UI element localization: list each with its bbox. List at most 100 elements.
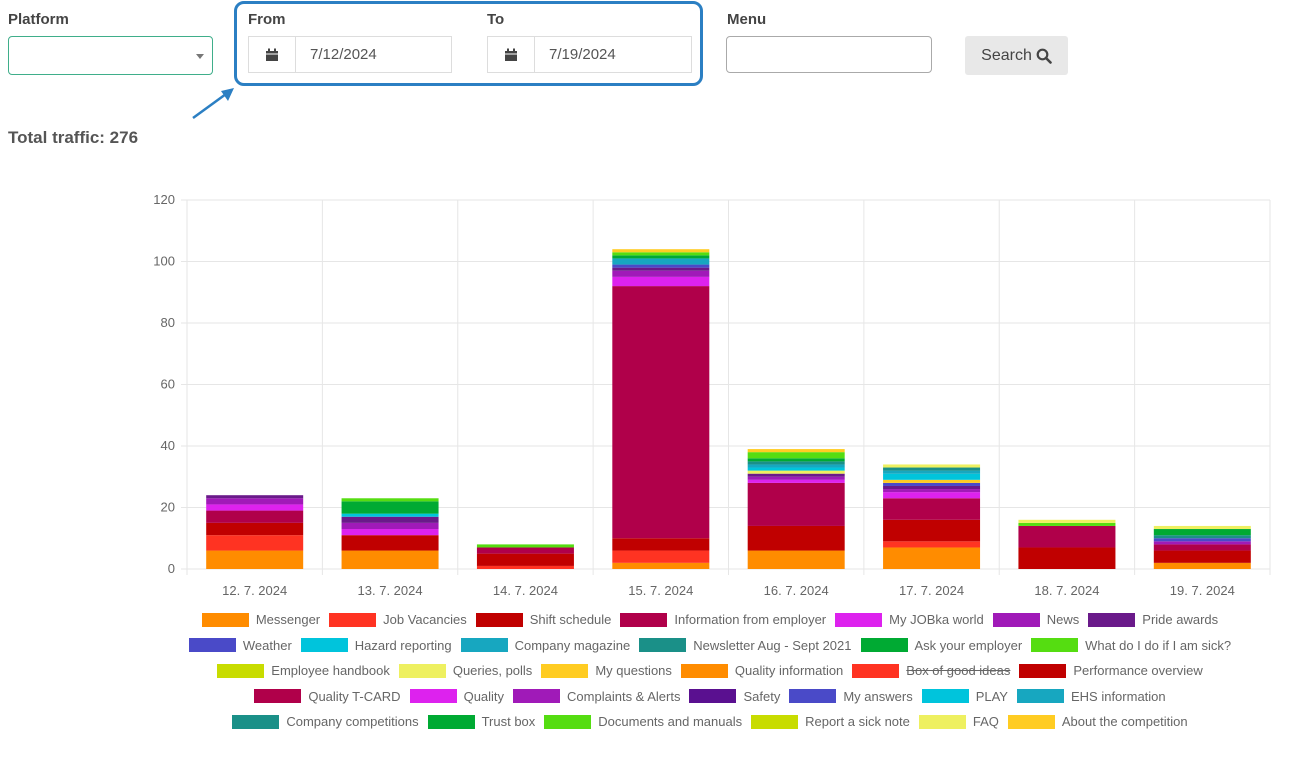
- legend-item[interactable]: About the competition: [1007, 712, 1188, 732]
- legend-item[interactable]: Messenger: [201, 610, 321, 630]
- legend-swatch: [409, 689, 457, 704]
- legend-label: Complaints & Alerts: [567, 688, 681, 704]
- bar-segment: [1153, 529, 1251, 536]
- legend-item[interactable]: Hazard reporting: [300, 636, 452, 656]
- legend-item[interactable]: EHS information: [1016, 687, 1166, 707]
- annotation-arrow-icon: [192, 88, 234, 120]
- bar-segment: [883, 519, 981, 542]
- calendar-icon[interactable]: [488, 37, 535, 72]
- to-label: To: [487, 11, 505, 28]
- legend-label: Report a sick note: [805, 714, 910, 730]
- bar-segment: [341, 501, 439, 514]
- legend-label: Company magazine: [514, 637, 631, 653]
- legend-item[interactable]: My answers: [789, 687, 913, 707]
- legend-item[interactable]: My JOBka world: [835, 610, 984, 630]
- bar-segment: [1018, 522, 1116, 526]
- bar-segment: [747, 470, 845, 474]
- search-button[interactable]: Search: [965, 36, 1068, 75]
- legend-label: Messenger: [255, 612, 321, 628]
- legend-swatch: [329, 612, 377, 627]
- legend-swatch: [835, 612, 883, 627]
- legend-label: About the competition: [1061, 714, 1188, 730]
- legend-item[interactable]: News: [992, 610, 1079, 630]
- bar-segment: [1153, 544, 1251, 551]
- x-tick-label: 17. 7. 2024: [899, 583, 964, 598]
- legend-swatch: [541, 663, 589, 678]
- legend-item[interactable]: Information from employer: [620, 610, 826, 630]
- bar-segment: [341, 498, 439, 502]
- legend-item[interactable]: Box of good ideas: [852, 661, 1010, 681]
- x-tick-label: 12. 7. 2024: [222, 583, 287, 598]
- y-tick-label: 0: [168, 561, 175, 576]
- bar-segment: [206, 504, 304, 511]
- legend-label: Safety: [743, 688, 781, 704]
- legend-label: Quality information: [734, 663, 844, 679]
- bar-segment: [612, 264, 710, 268]
- legend-item[interactable]: Quality: [409, 687, 504, 707]
- legend-item[interactable]: FAQ: [918, 712, 999, 732]
- bar-segment: [612, 261, 710, 265]
- legend-item[interactable]: Employee handbook: [217, 661, 390, 681]
- platform-select[interactable]: [8, 36, 213, 75]
- menu-input[interactable]: [726, 36, 932, 73]
- bar-segment: [612, 252, 710, 256]
- legend-swatch: [427, 714, 475, 729]
- legend-item[interactable]: Weather: [188, 636, 292, 656]
- bar-segment: [747, 464, 845, 468]
- legend-item[interactable]: Company magazine: [460, 636, 631, 656]
- from-label: From: [248, 11, 286, 28]
- x-tick-label: 16. 7. 2024: [764, 583, 829, 598]
- bar-segment: [476, 547, 574, 554]
- calendar-icon[interactable]: [249, 37, 296, 72]
- legend-swatch: [1088, 612, 1136, 627]
- legend-swatch: [680, 663, 728, 678]
- legend-swatch: [217, 663, 265, 678]
- legend-swatch: [201, 612, 249, 627]
- bar-segment: [883, 470, 981, 474]
- legend-item[interactable]: Safety: [689, 687, 780, 707]
- legend-item[interactable]: Quality T-CARD: [254, 687, 401, 707]
- legend-label: Trust box: [481, 714, 536, 730]
- legend-item[interactable]: Trust box: [427, 712, 536, 732]
- bar-segment: [476, 544, 574, 548]
- bar-segment: [883, 541, 981, 548]
- legend-item[interactable]: Complaints & Alerts: [513, 687, 680, 707]
- legend-label: Company competitions: [286, 714, 419, 730]
- legend-item[interactable]: Queries, polls: [398, 661, 532, 681]
- date-range-highlight: [234, 1, 703, 86]
- bar-segment: [612, 562, 710, 569]
- x-tick-label: 19. 7. 2024: [1170, 583, 1235, 598]
- legend-swatch: [789, 689, 837, 704]
- bar-segment: [883, 485, 981, 490]
- bar-segment: [206, 495, 304, 499]
- legend-label: Hazard reporting: [354, 637, 452, 653]
- legend-item[interactable]: Ask your employer: [860, 636, 1022, 656]
- legend-item[interactable]: What do I do if I am sick?: [1031, 636, 1231, 656]
- bar-segment: [883, 498, 981, 520]
- legend-item[interactable]: Quality information: [680, 661, 844, 681]
- legend-item[interactable]: Performance overview: [1019, 661, 1203, 681]
- legend-label: Shift schedule: [529, 612, 612, 628]
- x-tick-label: 14. 7. 2024: [493, 583, 558, 598]
- legend-swatch: [689, 689, 737, 704]
- bar-segment: [883, 482, 981, 486]
- legend-swatch: [544, 714, 592, 729]
- bar-segment: [747, 525, 845, 551]
- legend-item[interactable]: PLAY: [921, 687, 1008, 707]
- y-tick-label: 40: [161, 438, 175, 453]
- bar-segment: [747, 479, 845, 483]
- y-tick-label: 20: [161, 500, 175, 515]
- legend-item[interactable]: Company competitions: [232, 712, 419, 732]
- bar-segment: [612, 276, 710, 287]
- from-date-field[interactable]: 7/12/2024: [248, 36, 452, 73]
- legend-item[interactable]: Newsletter Aug - Sept 2021: [639, 636, 852, 656]
- legend-item[interactable]: Shift schedule: [475, 610, 612, 630]
- legend-item[interactable]: My questions: [541, 661, 672, 681]
- legend-item[interactable]: Documents and manuals: [544, 712, 742, 732]
- legend-item[interactable]: Job Vacancies: [329, 610, 467, 630]
- legend-item[interactable]: Pride awards: [1088, 610, 1218, 630]
- legend-item[interactable]: Report a sick note: [751, 712, 910, 732]
- chevron-down-icon: [196, 54, 204, 59]
- to-date-field[interactable]: 7/19/2024: [487, 36, 692, 73]
- bar-segment: [206, 550, 304, 569]
